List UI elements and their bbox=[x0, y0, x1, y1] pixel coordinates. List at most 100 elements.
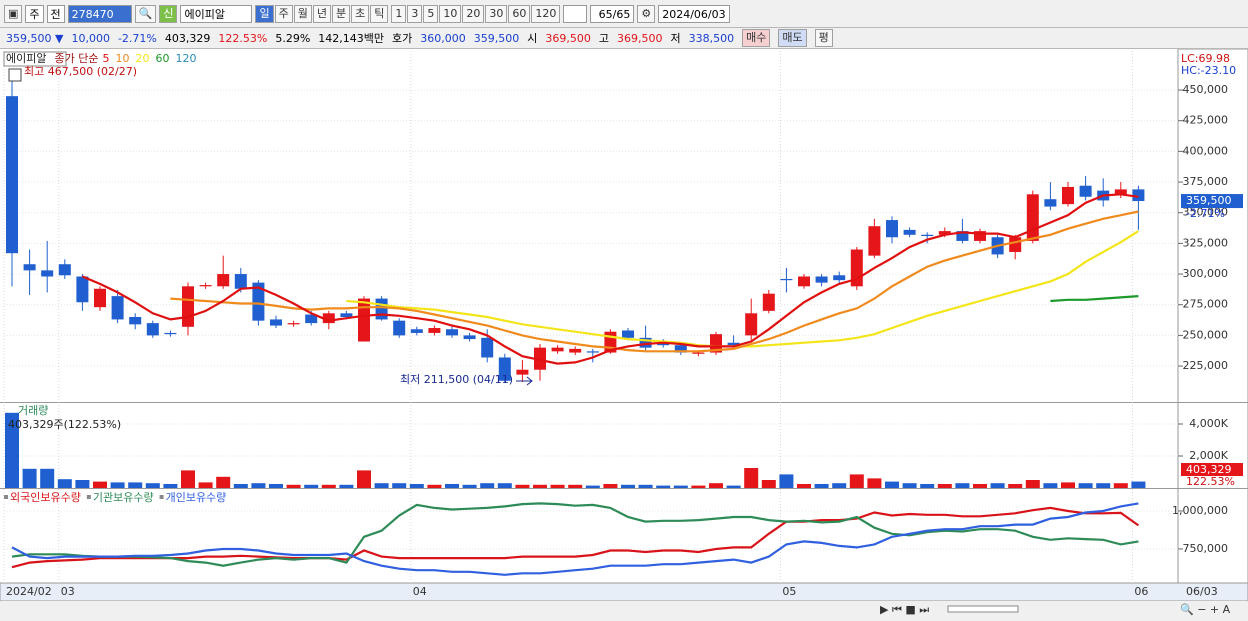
interval-button[interactable]: 30 bbox=[485, 4, 508, 23]
y-tick-label: 375,000 bbox=[1183, 175, 1229, 188]
period-button[interactable]: 초 bbox=[351, 4, 370, 23]
legend-ma: 5 bbox=[102, 52, 109, 65]
interval-button[interactable]: 1 bbox=[391, 4, 407, 23]
candle-body bbox=[446, 329, 458, 336]
ask: 360,000 bbox=[420, 31, 466, 45]
candle-body bbox=[410, 329, 423, 333]
candle-body bbox=[146, 323, 159, 336]
open-label: 시 bbox=[527, 32, 538, 45]
volume-bar bbox=[357, 470, 371, 488]
interval-button[interactable]: 5 bbox=[423, 4, 439, 23]
interval-button[interactable]: 20 bbox=[462, 4, 485, 23]
tool-button[interactable]: ⚙ bbox=[637, 4, 656, 23]
turnover: 5.29% bbox=[275, 31, 311, 45]
candle-body bbox=[322, 313, 335, 324]
candle-body bbox=[111, 296, 124, 320]
interval-button[interactable]: 10 bbox=[439, 4, 462, 23]
legend-name: 에이피알 bbox=[6, 51, 46, 65]
search-button[interactable]: 🔍 bbox=[134, 4, 157, 23]
candle-body bbox=[23, 264, 36, 271]
volume-bar bbox=[709, 483, 723, 488]
volume-bar bbox=[920, 484, 935, 488]
candle-body bbox=[41, 270, 54, 277]
low-annotation: 최저 211,500 (04/11) bbox=[400, 373, 513, 386]
candle-body bbox=[375, 298, 388, 320]
volume-bar bbox=[110, 482, 125, 488]
volume-bar bbox=[445, 484, 459, 488]
candle-body bbox=[921, 234, 934, 237]
interval-button[interactable]: 60 bbox=[508, 4, 531, 23]
volume-bar bbox=[1113, 483, 1128, 488]
period-button[interactable]: 월 bbox=[293, 4, 312, 23]
interval-button[interactable]: 120 bbox=[531, 4, 561, 23]
volume-bar bbox=[797, 484, 811, 488]
code-input[interactable]: 278470 bbox=[67, 4, 132, 23]
period-button[interactable]: 년 bbox=[312, 4, 331, 23]
candle-body bbox=[868, 226, 881, 256]
legend-swatch bbox=[159, 495, 164, 499]
market-select[interactable]: 주 bbox=[25, 4, 44, 23]
zoom-buttons[interactable]: 🔍 − + A bbox=[1180, 602, 1231, 616]
sell-button[interactable]: 매도 bbox=[778, 29, 807, 47]
series-line bbox=[1050, 295, 1139, 303]
candle-body bbox=[639, 337, 652, 348]
period-button[interactable]: 틱 bbox=[370, 4, 389, 23]
candle-body bbox=[76, 276, 89, 303]
candle-body bbox=[1132, 189, 1145, 202]
volume-tag-text: 403,329 bbox=[1186, 463, 1232, 476]
period-button[interactable]: 분 bbox=[331, 4, 351, 23]
candle-body bbox=[815, 276, 828, 283]
volume-bar bbox=[885, 481, 899, 488]
period-button[interactable]: 일 bbox=[255, 4, 274, 23]
scroll-button[interactable]: ▶ ⏮ ■ ⏭ bbox=[880, 603, 929, 616]
volume-bar bbox=[1096, 483, 1111, 488]
mode-select[interactable]: 전 bbox=[46, 4, 65, 23]
x-tick-label: 03 bbox=[61, 585, 75, 598]
volume-bar bbox=[638, 484, 653, 488]
volume-ratio: 122.53% bbox=[218, 31, 268, 45]
candle-body bbox=[745, 313, 758, 336]
y-tick-label: 275,000 bbox=[1183, 298, 1229, 311]
scroll-track[interactable] bbox=[947, 605, 1019, 613]
menu-button[interactable]: ▣ bbox=[4, 4, 23, 23]
change-rate: -2.71% bbox=[117, 31, 157, 45]
interval-button[interactable]: 3 bbox=[407, 4, 423, 23]
candle-body bbox=[305, 314, 318, 324]
change: 10,000 bbox=[71, 31, 110, 45]
stock-name[interactable]: 에이피알 bbox=[180, 4, 253, 23]
volume-bar bbox=[145, 483, 160, 488]
high-annotation: 최고 467,500 (02/27) bbox=[24, 65, 137, 78]
candle-body bbox=[1026, 194, 1039, 241]
price-change-text: -2.71% bbox=[1186, 207, 1225, 220]
candle-body bbox=[903, 229, 916, 235]
volume-bar bbox=[269, 484, 283, 488]
volume-bar bbox=[744, 468, 759, 488]
volume-tag bbox=[1181, 463, 1243, 476]
legend-ma: 20 bbox=[135, 52, 149, 65]
candle-body bbox=[340, 313, 353, 317]
volume-bar bbox=[621, 484, 635, 488]
candle-body bbox=[234, 274, 247, 289]
buy-button[interactable]: 매수 bbox=[742, 29, 771, 47]
candle-body bbox=[164, 332, 177, 335]
legend-label: 기관보유수량 bbox=[93, 491, 154, 504]
x-tick-label: 04 bbox=[413, 585, 427, 598]
avg-button[interactable]: 평 bbox=[814, 29, 833, 47]
volume-bar bbox=[321, 484, 336, 488]
y-tick-label: 750,000 bbox=[1183, 542, 1229, 555]
series-line bbox=[11, 502, 1139, 576]
date-input[interactable]: 2024/06/03 bbox=[658, 4, 730, 23]
interval-input[interactable] bbox=[563, 4, 588, 23]
series-line bbox=[11, 502, 1139, 567]
count-input[interactable]: 65/65 bbox=[590, 4, 635, 23]
quote-label: 호가 bbox=[392, 32, 413, 45]
period-button[interactable]: 주 bbox=[274, 4, 293, 23]
candle-body bbox=[1009, 237, 1022, 252]
candle-body bbox=[798, 276, 810, 287]
candle-body bbox=[129, 316, 142, 325]
volume-bar bbox=[233, 484, 248, 488]
candle-body bbox=[217, 274, 230, 287]
y-tick-label: 4,000K bbox=[1189, 417, 1228, 430]
